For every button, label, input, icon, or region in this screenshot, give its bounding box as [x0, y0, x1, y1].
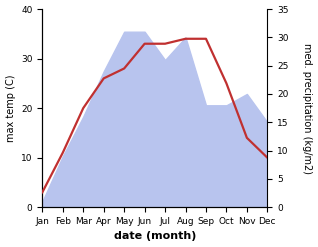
X-axis label: date (month): date (month)	[114, 231, 196, 242]
Y-axis label: max temp (C): max temp (C)	[5, 74, 16, 142]
Y-axis label: med. precipitation (kg/m2): med. precipitation (kg/m2)	[302, 43, 313, 174]
